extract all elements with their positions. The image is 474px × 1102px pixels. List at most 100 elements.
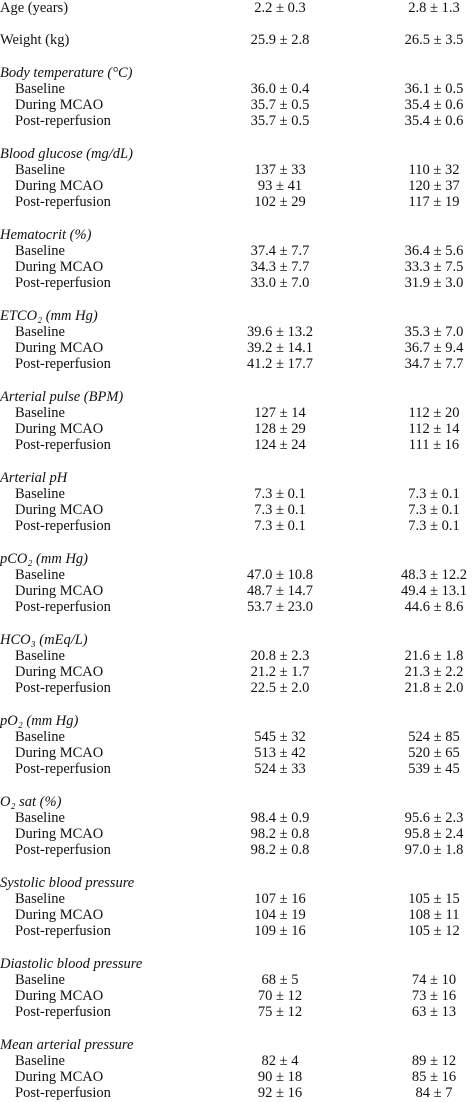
row-label: During MCAO (15, 178, 104, 195)
group-heading: Mean arterial pressure (0, 1036, 134, 1053)
group-heading: ETCO₂ (mm Hg) (0, 307, 98, 324)
group-heading: Systolic blood pressure (0, 874, 135, 891)
table-row: During MCAO 128 ± 29 112 ± 14 (0, 421, 474, 437)
cell-value: 33.3 ± 7.5 (404, 259, 464, 276)
row-label: During MCAO (15, 664, 104, 681)
cell-value: 112 ± 14 (408, 421, 460, 438)
cell-value: 98.2 ± 0.8 (250, 826, 310, 843)
row-label: Post-reperfusion (15, 275, 111, 292)
group-heading-row: Hematocrit (%) (0, 227, 474, 243)
table-row: During MCAO 513 ± 42 520 ± 65 (0, 745, 474, 761)
row-label: Baseline (15, 162, 65, 178)
cell-value: 84 ± 7 (415, 1085, 453, 1102)
row-label: Post-reperfusion (15, 923, 111, 940)
row-label: Baseline (15, 891, 65, 907)
cell-value: 90 ± 18 (257, 1069, 303, 1086)
table-row: Post-reperfusion 124 ± 24 111 ± 16 (0, 437, 474, 453)
table-row: Baseline 127 ± 14 112 ± 20 (0, 405, 474, 421)
row-label: Post-reperfusion (15, 842, 111, 859)
cell-value: 124 ± 24 (254, 437, 306, 454)
cell-value: 21.3 ± 2.2 (404, 664, 464, 681)
row-label: During MCAO (15, 502, 104, 519)
cell-value: 20.8 ± 2.3 (250, 648, 310, 664)
cell-value: 49.4 ± 13.1 (401, 583, 467, 600)
cell-value: 7.3 ± 0.1 (408, 486, 460, 502)
cell-value: 105 ± 12 (408, 923, 460, 940)
cell-value: 92 ± 16 (257, 1085, 303, 1102)
cell-value: 82 ± 4 (261, 1053, 299, 1069)
table-row: During MCAO 34.3 ± 7.7 33.3 ± 7.5 (0, 259, 474, 275)
group-heading-row: Body temperature (°C) (0, 65, 474, 81)
cell-value: 35.7 ± 0.5 (250, 113, 310, 130)
row-label: Post-reperfusion (15, 518, 111, 535)
row-label: During MCAO (15, 988, 104, 1005)
row-label: During MCAO (15, 97, 104, 114)
row-label: Post-reperfusion (15, 761, 111, 778)
cell-value: 513 ± 42 (254, 745, 306, 762)
cell-value: 48.7 ± 14.7 (247, 583, 313, 600)
row-label: Weight (kg) (0, 32, 70, 49)
table-row: Post-reperfusion 35.7 ± 0.5 35.4 ± 0.6 (0, 113, 474, 129)
row-label: Baseline (15, 567, 65, 583)
cell-value: 102 ± 29 (254, 194, 306, 211)
table-row: Post-reperfusion 92 ± 16 84 ± 7 (0, 1085, 474, 1101)
group-heading: Hematocrit (%) (0, 226, 92, 243)
group-heading: Diastolic blood pressure (0, 955, 143, 972)
table-row: Post-reperfusion 109 ± 16 105 ± 12 (0, 923, 474, 939)
group-heading: Arterial pH (0, 469, 68, 486)
cell-value: 63 ± 13 (411, 1004, 457, 1021)
table-row: During MCAO 104 ± 19 108 ± 11 (0, 907, 474, 923)
row-label: Baseline (15, 972, 65, 988)
table-row: Post-reperfusion 102 ± 29 117 ± 19 (0, 194, 474, 210)
cell-value: 34.7 ± 7.7 (404, 356, 464, 373)
row-label: Post-reperfusion (15, 356, 111, 373)
cell-value: 35.7 ± 0.5 (250, 97, 310, 114)
group-heading: HCO₃ (mEq/L) (0, 631, 88, 648)
table-row: During MCAO 35.7 ± 0.5 35.4 ± 0.6 (0, 97, 474, 113)
row-label: Age (years) (0, 0, 69, 16)
table-row: Baseline 39.6 ± 13.2 35.3 ± 7.0 (0, 324, 474, 340)
table-row: Baseline 37.4 ± 7.7 36.4 ± 5.6 (0, 243, 474, 259)
cell-value: 95.8 ± 2.4 (404, 826, 464, 843)
cell-value: 37.4 ± 7.7 (250, 243, 310, 259)
cell-value: 53.7 ± 23.0 (247, 599, 313, 616)
group-heading-row: Blood glucose (mg/dL) (0, 146, 474, 162)
table-row: Post-reperfusion 53.7 ± 23.0 44.6 ± 8.6 (0, 599, 474, 615)
cell-value: 520 ± 65 (408, 745, 460, 762)
table-row: Weight (kg) 25.9 ± 2.8 26.5 ± 3.5 (0, 32, 474, 48)
row-label: Post-reperfusion (15, 1004, 111, 1021)
cell-value: 36.1 ± 0.5 (404, 81, 464, 97)
row-label: Baseline (15, 1053, 65, 1069)
row-label: During MCAO (15, 1069, 104, 1086)
group-heading-row: Arterial pulse (BPM) (0, 389, 474, 405)
cell-value: 89 ± 12 (411, 1053, 457, 1069)
cell-value: 539 ± 45 (408, 761, 460, 778)
group-heading-row: Arterial pH (0, 470, 474, 486)
group-heading-row: Systolic blood pressure (0, 875, 474, 891)
group-heading-row: ETCO₂ (mm Hg) (0, 308, 474, 324)
cell-value: 21.2 ± 1.7 (250, 664, 310, 681)
row-label: During MCAO (15, 907, 104, 924)
table-row: Post-reperfusion 75 ± 12 63 ± 13 (0, 1004, 474, 1020)
cell-value: 33.0 ± 7.0 (250, 275, 310, 292)
table-row: During MCAO 90 ± 18 85 ± 16 (0, 1069, 474, 1085)
cell-value: 104 ± 19 (254, 907, 306, 924)
table-row: Baseline 98.4 ± 0.9 95.6 ± 2.3 (0, 810, 474, 826)
cell-value: 36.4 ± 5.6 (404, 243, 464, 259)
cell-value: 2.8 ± 1.3 (408, 0, 460, 16)
row-label: Baseline (15, 729, 65, 745)
table-row: Baseline 7.3 ± 0.1 7.3 ± 0.1 (0, 486, 474, 502)
row-label: Baseline (15, 810, 65, 826)
cell-value: 98.2 ± 0.8 (250, 842, 310, 859)
table-row: During MCAO 39.2 ± 14.1 36.7 ± 9.4 (0, 340, 474, 356)
table-row: Post-reperfusion 7.3 ± 0.1 7.3 ± 0.1 (0, 518, 474, 534)
table-row: Post-reperfusion 22.5 ± 2.0 21.8 ± 2.0 (0, 680, 474, 696)
group-heading-row: HCO₃ (mEq/L) (0, 632, 474, 648)
cell-value: 35.4 ± 0.6 (404, 97, 464, 114)
group-heading-row: Mean arterial pressure (0, 1037, 474, 1053)
row-label: Baseline (15, 486, 65, 502)
cell-value: 7.3 ± 0.1 (254, 486, 306, 502)
cell-value: 21.8 ± 2.0 (404, 680, 464, 697)
cell-value: 97.0 ± 1.8 (404, 842, 464, 859)
cell-value: 34.3 ± 7.7 (250, 259, 310, 276)
